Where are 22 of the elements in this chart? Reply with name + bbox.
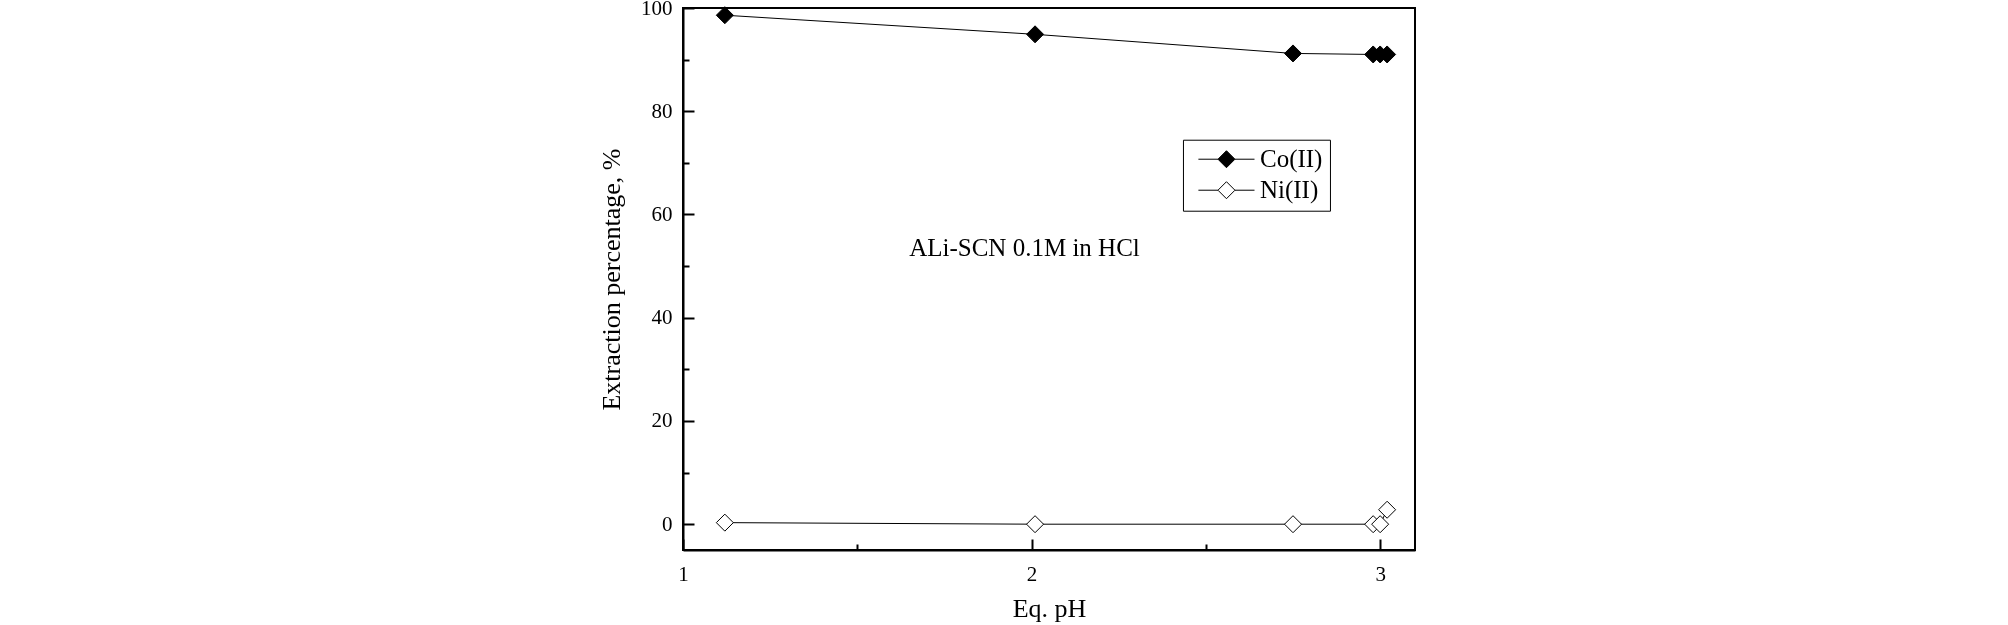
point xyxy=(1284,44,1302,63)
point xyxy=(1026,25,1045,44)
y-tick-label: 40 xyxy=(651,305,673,330)
point xyxy=(1026,515,1045,534)
y-tick-label: 20 xyxy=(651,408,673,433)
point xyxy=(715,513,734,532)
legend-label: Ni(II) xyxy=(1259,176,1319,205)
x-tick-label: 1 xyxy=(678,561,689,586)
point xyxy=(1378,500,1397,519)
legend-label: Co(II) xyxy=(1259,145,1323,174)
point xyxy=(1371,515,1390,534)
y-tick-label: 60 xyxy=(651,201,673,226)
x-tick-label: 3 xyxy=(1375,561,1386,586)
annotation: ALi-SCN 0.1M in HCl xyxy=(909,234,1140,262)
x-axis-title: Eq. pH xyxy=(1012,593,1087,623)
y-axis-title: Extraction percentage, % xyxy=(597,148,626,411)
y-tick-label: 100 xyxy=(641,0,673,20)
y-tick-label: 80 xyxy=(651,98,673,123)
y-tick-label: 0 xyxy=(662,511,673,536)
point xyxy=(715,6,734,25)
point xyxy=(1284,515,1302,534)
x-tick-label: 2 xyxy=(1026,561,1038,586)
